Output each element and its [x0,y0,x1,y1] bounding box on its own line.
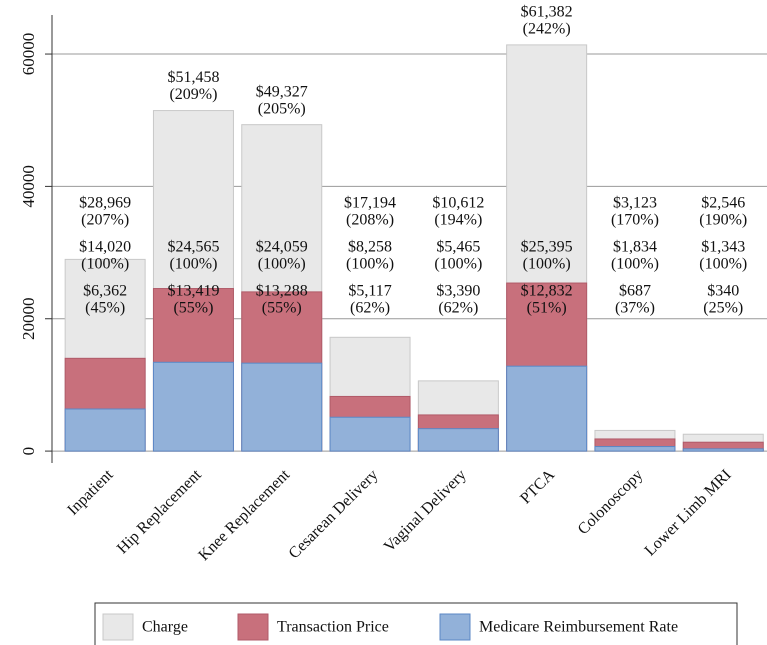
value-label: $6,362 [83,283,127,300]
percent-label: (100%) [169,256,217,273]
value-label: $10,612 [432,195,484,212]
legend-swatch [439,613,471,641]
legend-label: Charge [142,619,188,636]
y-tick-label: 20000 [19,297,38,340]
value-label: $61,382 [521,4,573,21]
percent-label: (100%) [346,256,394,273]
y-tick-label: 0 [19,447,38,456]
x-tick-label: Lower Limb MRI [642,466,735,559]
x-tick-label: Inpatient [64,466,117,519]
percent-label: (62%) [350,300,390,317]
x-tick-label: Cesarean Delivery [286,466,382,562]
x-tick-label: Vaginal Delivery [381,466,470,555]
bar [594,446,676,452]
legend-label: Medicare Reimbursement Rate [479,619,678,636]
bar [417,428,499,452]
value-label: $51,458 [167,69,219,86]
percent-label: (100%) [523,256,571,273]
y-tick-label: 60000 [19,33,38,75]
percent-label: (100%) [611,256,659,273]
legend-label: Transaction Price [277,619,389,636]
percent-label: (25%) [703,300,743,317]
value-label: $24,565 [167,239,219,256]
value-label: $3,123 [613,195,657,212]
value-label: $1,343 [701,239,745,256]
percent-label: (194%) [434,212,482,229]
x-tick-label: Knee Replacement [195,466,293,564]
value-label: $13,288 [256,283,308,300]
value-label: $13,419 [167,283,219,300]
bar [506,365,588,452]
percent-label: (51%) [527,300,567,317]
bar [241,362,323,452]
value-label: $3,390 [436,283,480,300]
bar [152,361,234,452]
value-label: $1,834 [613,239,657,256]
value-label: $8,258 [348,239,392,256]
percent-label: (190%) [699,212,747,229]
percent-label: (170%) [611,212,659,229]
percent-label: (208%) [346,212,394,229]
percent-label: (100%) [258,256,306,273]
value-label: $25,395 [521,239,573,256]
percent-label: (205%) [258,100,306,117]
percent-label: (55%) [262,300,302,317]
percent-label: (37%) [615,300,655,317]
percent-label: (242%) [523,21,571,38]
x-tick-label: PTCA [517,466,558,507]
percent-label: (100%) [699,256,747,273]
legend-box [94,602,738,645]
percent-label: (55%) [173,300,213,317]
value-label: $687 [619,283,651,300]
value-label: $28,969 [79,195,131,212]
value-label: $49,327 [256,83,308,100]
legend-swatch [102,613,134,641]
percent-label: (100%) [81,256,129,273]
bar [682,448,764,452]
y-tick-label: 40000 [19,165,38,208]
value-label: $5,465 [436,239,480,256]
percent-label: (45%) [85,300,125,317]
percent-label: (100%) [434,256,482,273]
value-label: $12,832 [521,283,573,300]
bar [329,416,411,452]
value-label: $340 [707,283,739,300]
x-tick-label: Colonoscopy [575,466,647,538]
bar [64,408,146,452]
percent-label: (207%) [81,212,129,229]
value-label: $14,020 [79,239,131,256]
value-label: $2,546 [701,195,745,212]
value-label: $5,117 [348,283,391,300]
value-label: $24,059 [256,239,308,256]
percent-label: (209%) [169,86,217,103]
x-tick-label: Hip Replacement [114,466,205,557]
value-label: $17,194 [344,195,396,212]
legend-swatch [237,613,269,641]
percent-label: (62%) [438,300,478,317]
